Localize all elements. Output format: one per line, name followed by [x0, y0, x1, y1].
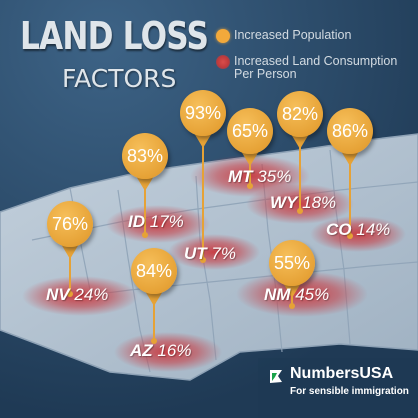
- pin-nm-line: [291, 295, 293, 307]
- state-label-wy: WY 18%: [270, 193, 336, 213]
- pin-id-line: [144, 188, 146, 234]
- state-land-co: 14%: [356, 220, 391, 239]
- pin-mt-line: [249, 163, 251, 185]
- title: LAND LOSS: [20, 14, 209, 58]
- pin-mt-population: 65%: [227, 108, 273, 154]
- pin-nm-dot: [289, 303, 295, 309]
- pin-ut-dot: [200, 257, 206, 263]
- state-land-id: 17%: [149, 212, 184, 231]
- state-land-nm: 45%: [295, 285, 330, 304]
- state-abbr-az: AZ: [130, 341, 153, 360]
- pin-ut-line: [202, 145, 204, 259]
- pin-nv-line: [69, 256, 71, 293]
- pin-az-population: 84%: [131, 248, 177, 294]
- state-label-nm: NM 45%: [264, 285, 329, 305]
- state-label-id: ID 17%: [128, 212, 184, 232]
- state-abbr-nv: NV: [46, 285, 70, 304]
- state-abbr-mt: MT: [228, 167, 253, 186]
- pin-az-line: [153, 303, 155, 340]
- state-abbr-wy: WY: [270, 193, 298, 212]
- state-land-mt: 35%: [257, 167, 292, 186]
- state-label-mt: MT 35%: [228, 167, 291, 187]
- state-land-nv: 24%: [74, 285, 109, 304]
- legend-population-swatch: [216, 29, 230, 43]
- state-label-nv: NV 24%: [46, 285, 108, 305]
- state-land-az: 16%: [157, 341, 192, 360]
- pin-id-population: 83%: [122, 133, 168, 179]
- state-abbr-nm: NM: [264, 285, 291, 304]
- flag-icon: [270, 370, 282, 383]
- state-abbr-id: ID: [128, 212, 145, 231]
- pin-mt-dot: [247, 183, 253, 189]
- pin-nv-dot: [67, 291, 73, 297]
- pin-co-dot: [347, 233, 353, 239]
- legend-land-swatch: [216, 55, 230, 69]
- subtitle: FACTORS: [62, 64, 177, 93]
- pin-co-line: [349, 163, 351, 235]
- pin-co-population: 86%: [327, 108, 373, 154]
- pin-ut-population: 93%: [180, 90, 226, 136]
- pin-az-dot: [151, 338, 157, 344]
- logo-name: NumbersUSA: [290, 365, 394, 382]
- state-label-ut: UT 7%: [184, 244, 236, 264]
- state-abbr-ut: UT: [184, 244, 207, 263]
- pin-id-dot: [142, 232, 148, 238]
- pin-nm-population: 55%: [269, 240, 315, 286]
- legend-population-label: Increased Population: [234, 28, 352, 42]
- state-label-co: CO 14%: [326, 220, 390, 240]
- legend-land-label: Increased Land Consumption Per Person: [234, 54, 398, 81]
- state-land-ut: 7%: [211, 244, 236, 263]
- pin-wy-line: [299, 146, 301, 210]
- pin-wy-population: 82%: [277, 91, 323, 137]
- state-land-wy: 18%: [302, 193, 337, 212]
- pin-wy-dot: [297, 208, 303, 214]
- state-abbr-co: CO: [326, 220, 352, 239]
- pin-nv-population: 76%: [47, 201, 93, 247]
- logo-tagline: For sensible immigration: [290, 386, 409, 397]
- numbersusa-logo: NumbersUSA For sensible immigration: [268, 363, 410, 409]
- state-label-az: AZ 16%: [130, 341, 191, 361]
